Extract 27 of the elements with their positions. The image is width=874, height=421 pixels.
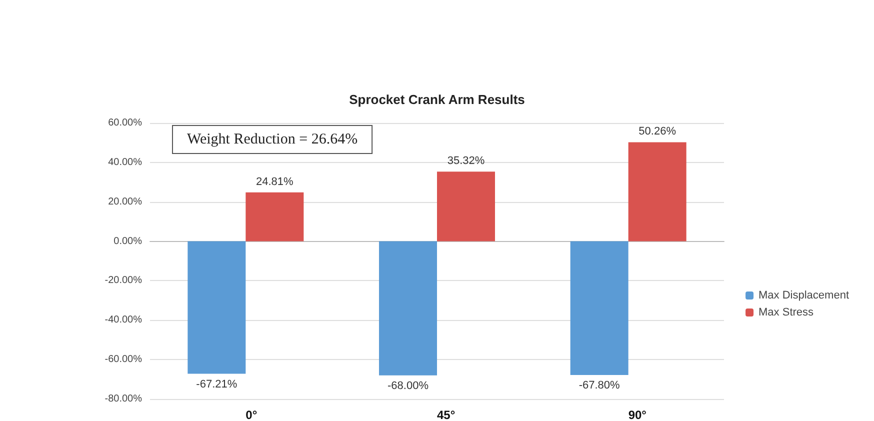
bar [188,241,246,374]
bar [246,192,304,242]
annotation: Weight Reduction = 26.64% [187,132,358,148]
legend-label: Max Stress [758,306,814,318]
y-tick-label: 20.00% [108,196,142,208]
data-label: 50.26% [638,126,676,138]
y-tick-label: 60.00% [108,118,142,128]
chart-title: Sprocket Crank Arm Results [349,92,525,107]
y-tick-label: 40.00% [108,156,142,168]
data-label: -67.21% [196,378,238,390]
data-label: 35.32% [447,155,485,168]
bar [379,241,437,376]
data-label: -67.80% [578,379,620,392]
x-tick-label: 90° [628,408,647,421]
y-tick-label: -40.00% [104,314,142,326]
y-tick-label: -60.00% [104,354,142,366]
legend-label: Max Displacement [758,290,850,302]
bar [570,241,628,375]
bar [628,142,686,242]
y-tick-label: 0.00% [114,236,142,247]
x-tick-label: 0° [246,408,258,421]
x-tick-label: 45° [437,408,456,421]
y-tick-label: -80.00% [104,394,142,404]
y-tick-label: -20.00% [104,275,142,286]
bar [437,172,495,242]
data-label: -68.00% [388,380,429,392]
data-label: 24.81% [256,176,294,188]
